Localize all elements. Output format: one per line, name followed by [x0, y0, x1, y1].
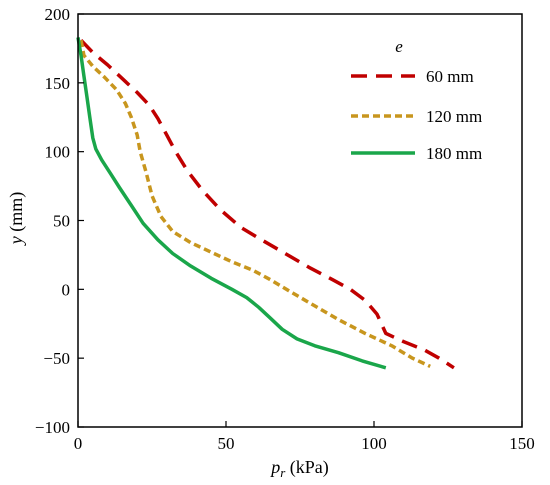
series-line-1 [79, 38, 455, 370]
legend: e 60 mm 120 mm 180 mm [351, 37, 482, 163]
y-tick-label: −50 [43, 349, 70, 368]
x-axis-subscript: r [280, 465, 286, 480]
y-tick-label: 150 [45, 74, 71, 93]
legend-title: e [395, 37, 403, 56]
x-axis-variable: p [269, 457, 280, 477]
x-axis-unit: (kPa) [285, 457, 329, 478]
legend-label: 120 mm [426, 107, 482, 126]
x-tick-label: 150 [509, 434, 535, 453]
x-axis-title: pr (kPa) [269, 457, 329, 480]
y-axis-variable: y [6, 236, 26, 246]
y-tick-label: 200 [45, 5, 71, 24]
y-tick-label: 50 [53, 212, 70, 231]
series-layer [76, 37, 455, 370]
series-line-3 [76, 37, 387, 370]
x-tick-label: 100 [361, 434, 387, 453]
y-tick-label: 100 [45, 143, 71, 162]
legend-label: 60 mm [426, 67, 474, 86]
legend-items: 60 mm 120 mm 180 mm [351, 67, 482, 163]
y-axis-unit: (mm) [6, 192, 27, 237]
x-tick-label: 0 [74, 434, 83, 453]
y-axis-title: y (mm) [6, 192, 27, 247]
tick-layer: 0 50 100 150 −100 −50 0 50 100 150 200 [35, 5, 535, 453]
y-tick-label: −100 [35, 418, 70, 437]
y-tick-label: 0 [62, 280, 71, 299]
x-tick-label: 50 [218, 434, 235, 453]
legend-label: 180 mm [426, 144, 482, 163]
